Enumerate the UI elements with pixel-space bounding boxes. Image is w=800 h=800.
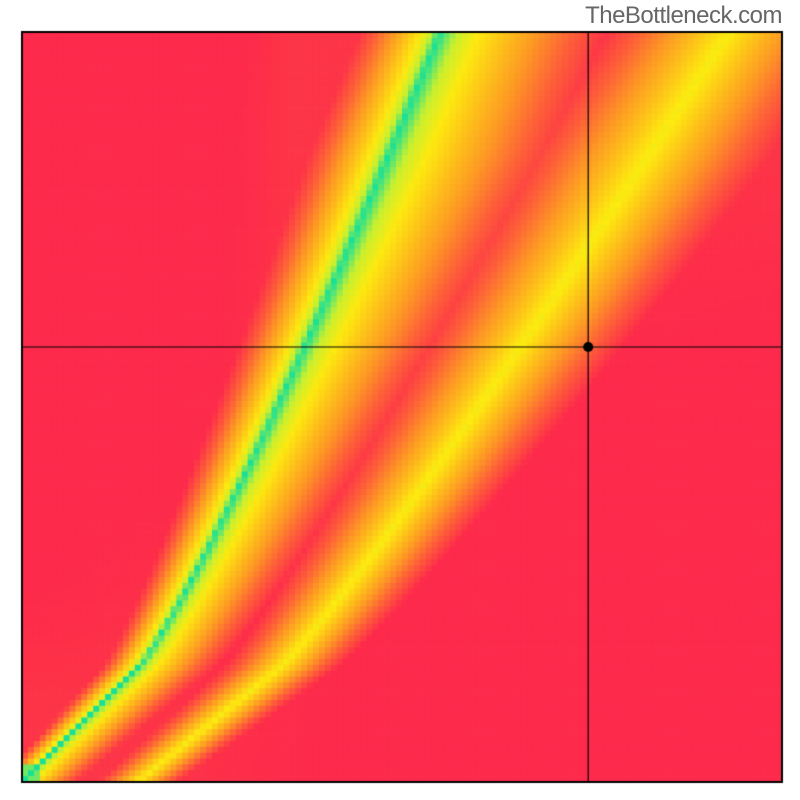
heatmap-canvas (0, 0, 800, 800)
chart-container: TheBottleneck.com (0, 0, 800, 800)
watermark-text: TheBottleneck.com (585, 2, 782, 30)
